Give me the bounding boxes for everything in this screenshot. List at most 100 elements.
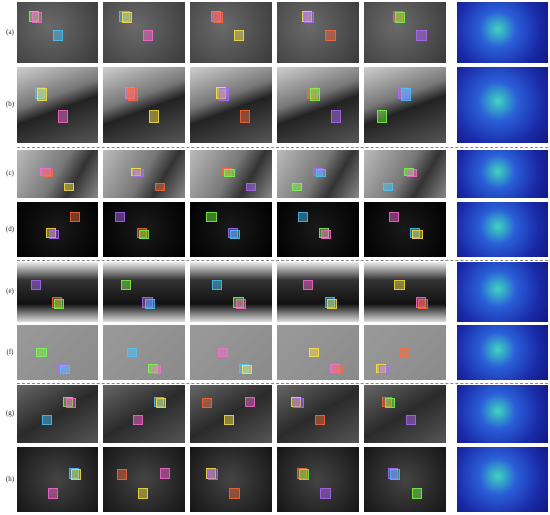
detection-image (277, 2, 359, 63)
detection-image (103, 262, 185, 322)
detection-image (190, 262, 272, 322)
detection-image (277, 385, 359, 443)
detection-box (58, 110, 69, 123)
detection-box (377, 110, 388, 123)
detection-box (46, 228, 57, 239)
detection-image (364, 447, 446, 512)
detection-image (364, 385, 446, 443)
detection-box (121, 280, 132, 291)
detection-box (52, 30, 63, 41)
detection-image (103, 385, 185, 443)
detection-image (190, 385, 272, 443)
detection-image (103, 202, 185, 257)
detection-image (103, 447, 185, 512)
detection-image (17, 262, 98, 322)
detection-box (132, 415, 143, 426)
detection-box (321, 229, 332, 240)
detection-box (400, 347, 411, 358)
detection-box (318, 228, 329, 239)
detection-box (299, 469, 310, 481)
detection-box (230, 229, 241, 240)
detection-image (190, 2, 272, 63)
detection-box (217, 347, 229, 358)
detection-box (297, 212, 308, 223)
row-label: (b) (5, 100, 15, 108)
detection-box (394, 280, 405, 291)
detection-box (148, 110, 160, 123)
detection-box (315, 168, 326, 178)
detection-box (412, 229, 423, 240)
row-label: (h) (5, 474, 15, 483)
detection-box (307, 86, 318, 100)
detection-box (395, 12, 406, 23)
row-separator (17, 146, 548, 148)
detection-box (42, 415, 53, 426)
detection-box (29, 11, 40, 22)
detection-image (190, 67, 272, 143)
detection-box (245, 182, 256, 192)
detection-box (411, 487, 422, 500)
detection-box (119, 11, 130, 22)
detection-box (42, 168, 53, 178)
detection-box (47, 487, 58, 500)
detection-box (244, 397, 256, 408)
detection-box (293, 398, 304, 409)
detection-box (227, 228, 238, 239)
detection-image (364, 325, 446, 380)
detection-box (388, 212, 399, 223)
detection-box (216, 86, 227, 100)
detection-box (416, 30, 427, 41)
row-label: (c) (6, 169, 14, 177)
detection-box (136, 228, 147, 239)
detection-image (277, 447, 359, 512)
heatmap-image (457, 67, 548, 143)
detection-image (17, 202, 98, 257)
detection-image (277, 262, 359, 322)
detection-box (223, 415, 234, 426)
detection-image (364, 2, 446, 63)
detection-box (154, 182, 165, 192)
detection-box (290, 397, 302, 408)
detection-box (320, 487, 331, 500)
detection-box (133, 168, 144, 178)
detection-image (190, 202, 272, 257)
detection-box (400, 88, 412, 101)
detection-box (116, 469, 128, 481)
detection-image (17, 447, 98, 512)
detection-box (415, 297, 426, 308)
detection-box (150, 364, 161, 375)
detection-box (409, 228, 421, 239)
detection-box (378, 364, 389, 375)
detection-image (277, 325, 359, 380)
heatmap-image (457, 2, 548, 63)
row-separator (17, 382, 548, 384)
detection-box (240, 110, 251, 123)
detection-box (308, 347, 320, 358)
detection-box (229, 487, 240, 500)
detection-box (384, 398, 395, 409)
detection-box (68, 467, 79, 479)
detection-box (148, 363, 159, 374)
detection-box (121, 12, 133, 23)
detection-box (71, 469, 82, 481)
detection-box (212, 280, 223, 291)
row-label: (d) (5, 224, 15, 233)
detection-box (392, 11, 403, 22)
detection-image (17, 325, 98, 380)
detection-image (364, 202, 446, 257)
detection-box (382, 182, 394, 192)
detection-image (277, 150, 359, 198)
detection-box (59, 364, 71, 375)
detection-box (404, 167, 415, 177)
detection-image (103, 67, 185, 143)
detection-box (36, 347, 47, 358)
detection-box (31, 12, 42, 23)
detection-image (364, 262, 446, 322)
detection-box (330, 363, 341, 374)
detection-box (139, 229, 150, 240)
detection-box (69, 212, 80, 223)
detection-box (418, 298, 429, 309)
row-label: (f) (6, 347, 14, 356)
detection-box (390, 469, 401, 481)
